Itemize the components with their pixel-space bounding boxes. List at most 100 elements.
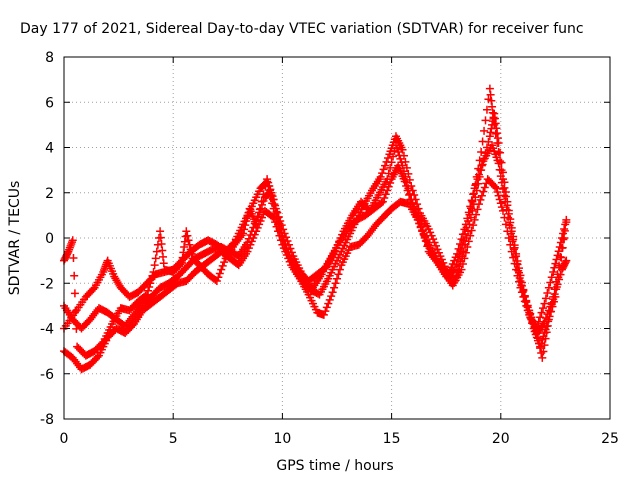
data-point	[494, 148, 503, 157]
data-point	[506, 218, 515, 227]
data-point	[380, 194, 389, 203]
data-point	[492, 184, 501, 193]
data-point	[420, 231, 429, 240]
data-point	[470, 215, 479, 224]
data-point	[552, 277, 561, 286]
data-point	[462, 223, 471, 232]
data-point	[480, 154, 489, 163]
data-point	[456, 246, 465, 255]
data-point	[482, 143, 491, 152]
data-point	[381, 161, 390, 170]
data-point	[449, 266, 458, 275]
data-point	[476, 195, 485, 204]
data-point	[69, 253, 78, 262]
data-point	[500, 183, 509, 192]
data-point	[552, 255, 561, 264]
data-point	[259, 197, 268, 206]
data-point	[474, 164, 483, 173]
data-point	[481, 116, 490, 125]
data-point	[553, 251, 562, 260]
data-point	[387, 158, 396, 167]
data-point	[501, 192, 510, 201]
data-point	[496, 148, 505, 157]
data-point	[239, 229, 248, 238]
data-point	[472, 172, 481, 181]
data-point	[275, 219, 284, 228]
data-point	[477, 148, 486, 157]
data-point	[544, 315, 553, 324]
data-point	[455, 250, 464, 259]
data-point	[550, 263, 559, 272]
data-point	[271, 201, 280, 210]
data-point	[217, 265, 226, 274]
x-tick-label: 10	[273, 431, 291, 447]
data-point	[496, 157, 505, 166]
data-point	[176, 260, 185, 269]
data-point	[398, 161, 407, 170]
data-point	[523, 301, 532, 310]
data-point	[149, 267, 158, 276]
data-point	[144, 286, 153, 295]
data-point	[148, 271, 157, 280]
data-point	[541, 334, 550, 343]
data-point	[184, 236, 193, 245]
data-point	[540, 299, 549, 308]
data-point	[493, 138, 502, 147]
data-point	[560, 224, 569, 233]
tick-labels: 0 5 10 15 20 25 -8 -6 -4 -2 0 2 4 6 8	[40, 50, 619, 447]
data-point	[257, 197, 266, 206]
data-point	[186, 245, 195, 254]
data-point	[97, 339, 106, 348]
data-point	[539, 304, 548, 313]
data-point	[555, 261, 564, 270]
data-point	[389, 152, 398, 161]
data-point	[276, 225, 285, 234]
data-point	[255, 205, 264, 214]
data-point	[423, 242, 432, 251]
data-point	[510, 243, 519, 252]
data-point	[478, 160, 487, 169]
data-point	[183, 231, 192, 240]
data-point	[493, 187, 502, 196]
data-point	[377, 198, 386, 207]
data-point	[480, 126, 489, 135]
data-point	[482, 105, 491, 114]
data-point	[278, 231, 287, 240]
data-point	[252, 220, 261, 229]
data-point	[319, 310, 328, 319]
data-point	[490, 120, 499, 129]
data-point	[495, 195, 504, 204]
data-point	[185, 240, 194, 249]
data-point	[93, 353, 102, 362]
data-point	[322, 303, 331, 312]
data-point	[272, 207, 281, 216]
data-point	[268, 212, 277, 221]
data-point	[321, 307, 330, 316]
data-point	[507, 227, 516, 236]
data-point	[218, 261, 227, 270]
data-point	[533, 322, 542, 331]
data-point	[461, 229, 470, 238]
data-point	[325, 295, 334, 304]
data-point	[384, 169, 393, 178]
data-point	[333, 274, 341, 283]
data-point	[453, 255, 462, 264]
x-tick-label: 0	[60, 431, 69, 447]
data-point	[153, 240, 162, 249]
data-point	[464, 217, 473, 226]
data-point	[504, 209, 513, 218]
data-point	[241, 221, 250, 230]
data-point	[269, 195, 278, 204]
data-point	[515, 277, 523, 286]
series-day-4	[60, 84, 571, 360]
data-point	[513, 260, 522, 269]
x-tick-label: 20	[492, 431, 510, 447]
data-point	[72, 324, 81, 333]
data-point	[141, 291, 150, 300]
data-point	[187, 249, 196, 258]
data-point	[151, 254, 160, 263]
data-point	[421, 237, 430, 246]
data-point	[515, 268, 523, 277]
data-point	[549, 267, 558, 276]
data-point	[460, 254, 469, 263]
